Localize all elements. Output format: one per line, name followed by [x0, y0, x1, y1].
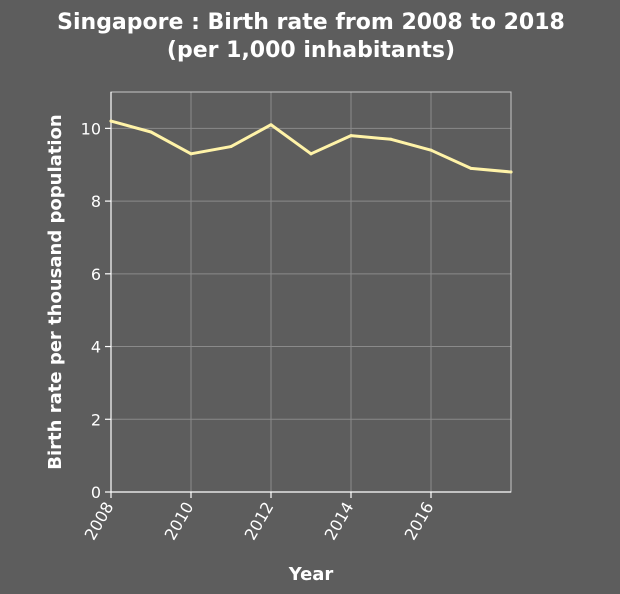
- grid-lines: [111, 92, 511, 492]
- x-tick-label-2014: 2014: [321, 499, 358, 544]
- chart-title-line-2: (per 1,000 inhabitants): [167, 38, 455, 63]
- data-point-2013: [309, 152, 313, 156]
- y-tick-label-4: 4: [91, 338, 101, 357]
- y-tick-label-2: 2: [91, 410, 101, 429]
- axis-ticks: 2008 2010 2012 2014 2016 0 2 4 6 8 10: [81, 119, 438, 543]
- y-tick-label-10: 10: [81, 119, 101, 138]
- data-point-2017: [469, 166, 473, 170]
- x-tick-label-2016: 2016: [401, 499, 438, 544]
- data-point-2010: [189, 152, 193, 156]
- y-tick-label-8: 8: [91, 192, 101, 211]
- data-point-2012: [269, 123, 273, 127]
- chart-title-line-1: Singapore : Birth rate from 2008 to 2018: [57, 10, 565, 35]
- data-point-2018: [509, 170, 513, 174]
- y-axis-label: Birth rate per thousand population: [45, 114, 66, 469]
- x-tick-label-2010: 2010: [161, 499, 198, 544]
- x-tick-label-2008: 2008: [81, 499, 118, 544]
- x-axis-label: Year: [288, 564, 334, 585]
- data-point-2015: [389, 137, 393, 141]
- series-points: [109, 119, 513, 174]
- data-point-2016: [429, 148, 433, 152]
- data-point-2008: [109, 119, 113, 123]
- data-point-2009: [149, 130, 153, 134]
- y-tick-label-6: 6: [91, 265, 101, 284]
- y-tick-label-0: 0: [91, 483, 101, 502]
- data-point-2011: [229, 145, 233, 149]
- data-point-2014: [349, 134, 353, 138]
- x-tick-label-2012: 2012: [241, 499, 278, 544]
